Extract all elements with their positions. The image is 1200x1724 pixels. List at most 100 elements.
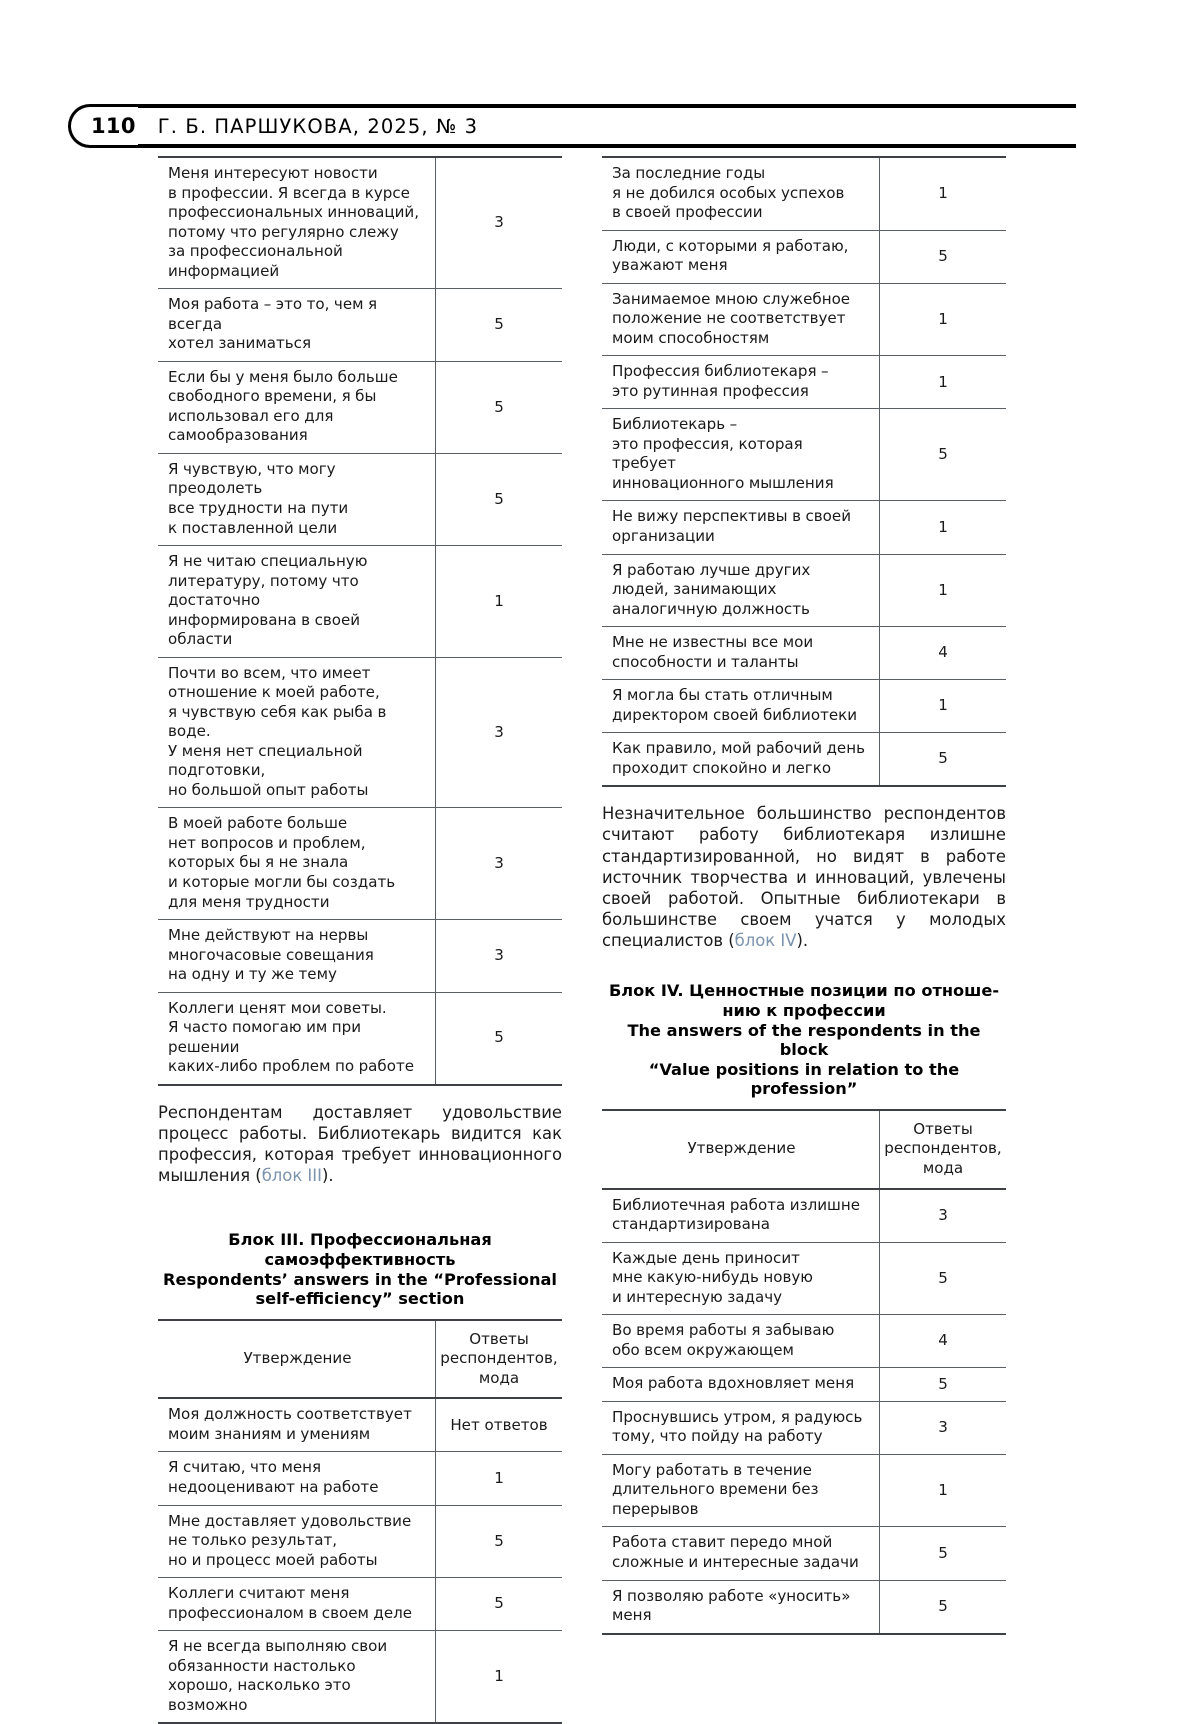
spacer bbox=[602, 787, 1006, 803]
cell-mode-value: 1 bbox=[879, 679, 1006, 734]
cell-statement: Библиотекарь – это профессия, которая тр… bbox=[602, 408, 880, 502]
cell-statement: Мне доставляет удовольствие не только ре… bbox=[158, 1504, 436, 1579]
block-iv-caption-ru-line1: Блок IV. Ценностные позиции по отноше- bbox=[608, 981, 1000, 1001]
table-header: Утверждение Ответы респондентов, мода bbox=[602, 1108, 1006, 1190]
cell-mode-value: 5 bbox=[879, 732, 1006, 788]
cell-statement: Профессия библиотекаря – это рутинная пр… bbox=[602, 355, 880, 410]
cell-mode-value: 4 bbox=[879, 626, 1006, 681]
cell-mode-value: 1 bbox=[435, 1451, 562, 1506]
paragraph-text-before-link: Респондентам доставляет удовольствие про… bbox=[158, 1102, 562, 1186]
table-row: Я позволяю работе «уносить» меня 5 bbox=[602, 1579, 1006, 1635]
cell-statement: Люди, с которыми я работаю, уважают меня bbox=[602, 229, 880, 284]
cell-mode-value: 3 bbox=[435, 156, 562, 290]
table-row: За последние годы я не добился особых ус… bbox=[602, 155, 1006, 231]
block-iii-reference-link[interactable]: блок III bbox=[261, 1166, 322, 1186]
table-row: Профессия библиотекаря – это рутинная пр… bbox=[602, 355, 1006, 410]
table-body: Моя должность соответствует моим знаниям… bbox=[158, 1397, 562, 1724]
cell-mode-value: 5 bbox=[879, 1526, 1006, 1581]
table-row: Я могла бы стать отличным директором сво… bbox=[602, 679, 1006, 734]
table-row: Как правило, мой рабочий день проходит с… bbox=[602, 732, 1006, 788]
running-head-capsule bbox=[68, 104, 218, 148]
cell-mode-value: 1 bbox=[879, 500, 1006, 555]
table-row: Во время работы я забываю обо всем окруж… bbox=[602, 1314, 1006, 1369]
cell-mode-value: 4 bbox=[879, 1314, 1006, 1369]
cell-statement: Я позволяю работе «уносить» меня bbox=[602, 1579, 880, 1635]
table-row: Могу работать в течение длительного врем… bbox=[602, 1453, 1006, 1528]
table-row: Коллеги ценят мои советы. Я часто помога… bbox=[158, 991, 562, 1086]
table-row: Я работаю лучше других людей, занимающих… bbox=[602, 553, 1006, 628]
cell-statement: Каждые день приносит мне какую-нибудь но… bbox=[602, 1241, 880, 1316]
table-row: Занимаемое мною служебное положение не с… bbox=[602, 282, 1006, 357]
cell-statement: Мне не известны все мои способности и та… bbox=[602, 626, 880, 681]
cell-statement: Занимаемое мною служебное положение не с… bbox=[602, 282, 880, 357]
table-header: Утверждение Ответы респондентов, мода bbox=[158, 1318, 562, 1400]
cell-statement: Работа ставит передо мной сложные и инте… bbox=[602, 1526, 880, 1581]
cell-mode-value: 5 bbox=[435, 288, 562, 362]
cell-mode-value: 1 bbox=[435, 1630, 562, 1724]
cell-mode-value: 1 bbox=[435, 545, 562, 658]
block-iii-caption-ru-line1: Блок III. Профессиональная bbox=[228, 1230, 492, 1250]
table-header-row: Утверждение Ответы респондентов, мода bbox=[602, 1108, 1006, 1190]
paragraph-after-right-table: Незначительное большинство респондентов … bbox=[602, 803, 1006, 951]
running-head: 110 Г. Б. ПАРШУКОВА, 2025, № 3 bbox=[68, 104, 1076, 148]
cell-mode-value: 1 bbox=[879, 282, 1006, 357]
cell-statement: Библиотечная работа излишне стандартизир… bbox=[602, 1188, 880, 1243]
cell-statement: Как правило, мой рабочий день проходит с… bbox=[602, 732, 880, 788]
table-row: Проснувшись утром, я радуюсь тому, что п… bbox=[602, 1400, 1006, 1455]
cell-statement: За последние годы я не добился особых ус… bbox=[602, 155, 880, 231]
cell-mode-value: 5 bbox=[879, 1367, 1006, 1402]
table-row: Моя должность соответствует моим знаниям… bbox=[158, 1397, 562, 1453]
block-ii-continued-table: Меня интересуют новости в профессии. Я в… bbox=[158, 156, 562, 1086]
table-row: Почти во всем, что имеет отношение к мое… bbox=[158, 656, 562, 809]
table-body: Меня интересуют новости в профессии. Я в… bbox=[158, 156, 562, 1086]
table-body: Библиотечная работа излишне стандартизир… bbox=[602, 1188, 1006, 1635]
running-head-title: Г. Б. ПАРШУКОВА, 2025, № 3 bbox=[157, 114, 479, 138]
table-row: Работа ставит передо мной сложные и инте… bbox=[602, 1526, 1006, 1581]
table-row: Библиотекарь – это профессия, которая тр… bbox=[602, 408, 1006, 502]
table-row: Я чувствую, что могу преодолеть все труд… bbox=[158, 452, 562, 547]
table-body: За последние годы я не добился особых ус… bbox=[602, 155, 1006, 788]
column-header-statement: Утверждение bbox=[158, 1318, 436, 1400]
cell-mode-value: 5 bbox=[879, 1579, 1006, 1635]
paragraph-after-left-table: Респондентам доставляет удовольствие про… bbox=[158, 1102, 562, 1187]
cell-mode-value: 3 bbox=[435, 919, 562, 993]
spacer bbox=[158, 1086, 562, 1102]
cell-mode-value: 5 bbox=[435, 1504, 562, 1579]
table-row: Мне доставляет удовольствие не только ре… bbox=[158, 1504, 562, 1579]
table-row: Я не всегда выполняю свои обязанности на… bbox=[158, 1630, 562, 1724]
column-header-statement: Утверждение bbox=[602, 1108, 880, 1190]
table-row: Коллеги считают меня профессионалом в св… bbox=[158, 1577, 562, 1632]
cell-mode-value: 1 bbox=[879, 155, 1006, 231]
cell-mode-value: 3 bbox=[879, 1400, 1006, 1455]
running-head-rule-bottom bbox=[138, 144, 1076, 148]
cell-statement: Не вижу перспективы в своей организации bbox=[602, 500, 880, 555]
cell-mode-value: 5 bbox=[879, 1241, 1006, 1316]
cell-statement: Я считаю, что меня недооценивают на рабо… bbox=[158, 1451, 436, 1506]
table-row: Мне не известны все мои способности и та… bbox=[602, 626, 1006, 681]
cell-mode-value: 1 bbox=[879, 355, 1006, 410]
cell-mode-value: 3 bbox=[435, 656, 562, 809]
table-row: Если бы у меня было больше свободного вр… bbox=[158, 360, 562, 454]
page-number: 110 bbox=[91, 114, 136, 138]
table-row: Я считаю, что меня недооценивают на рабо… bbox=[158, 1451, 562, 1506]
table-row: Я не читаю специальную литературу, потом… bbox=[158, 545, 562, 658]
table-row: Люди, с которыми я работаю, уважают меня… bbox=[602, 229, 1006, 284]
block-iv-reference-link[interactable]: блок IV bbox=[734, 931, 797, 951]
cell-statement: Меня интересуют новости в профессии. Я в… bbox=[158, 156, 436, 290]
block-iv-table: Утверждение Ответы респондентов, мода Би… bbox=[602, 1108, 1006, 1635]
cell-mode-value: 5 bbox=[879, 408, 1006, 502]
block-iv-caption: Блок IV. Ценностные позиции по отноше- н… bbox=[602, 981, 1006, 1099]
cell-statement: Я могла бы стать отличным директором сво… bbox=[602, 679, 880, 734]
cell-statement: Я не всегда выполняю свои обязанности на… bbox=[158, 1630, 436, 1724]
cell-statement: Моя должность соответствует моим знаниям… bbox=[158, 1397, 436, 1453]
cell-statement: В моей работе больше нет вопросов и проб… bbox=[158, 807, 436, 921]
cell-statement: Моя работа – это то, чем я всегда хотел … bbox=[158, 288, 436, 362]
cell-mode-value: 3 bbox=[879, 1188, 1006, 1243]
cell-statement: Коллеги считают меня профессионалом в св… bbox=[158, 1577, 436, 1632]
cell-mode-value: 1 bbox=[879, 553, 1006, 628]
table-header-row: Утверждение Ответы респондентов, мода bbox=[158, 1318, 562, 1400]
cell-statement: Во время работы я забываю обо всем окруж… bbox=[602, 1314, 880, 1369]
table-row: Моя работа – это то, чем я всегда хотел … bbox=[158, 288, 562, 362]
cell-mode-value: 5 bbox=[435, 1577, 562, 1632]
